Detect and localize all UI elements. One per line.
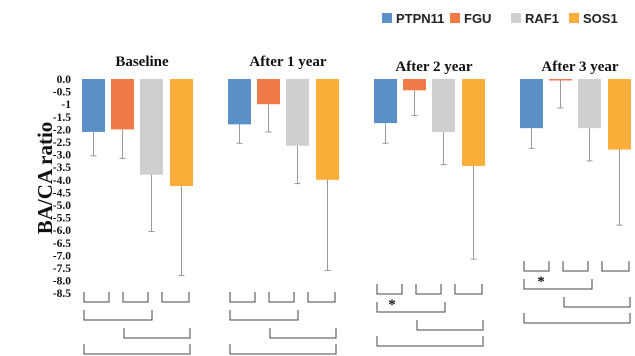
- bar-sos1: [316, 79, 339, 180]
- bracket-pair-2-3: [268, 292, 295, 303]
- bar-fgu: [111, 79, 134, 130]
- bar-raf1: [286, 79, 309, 146]
- legend-label-fgu: FGU: [464, 11, 491, 26]
- comparison-brackets: **: [83, 261, 631, 355]
- y-tick-label: -4.0: [53, 175, 71, 187]
- legend-swatch-sos1: [569, 13, 579, 23]
- legend-label-sos1: SOS1: [583, 11, 618, 26]
- group-title: After 1 year: [249, 54, 327, 70]
- y-tick-label: -6.5: [53, 238, 71, 250]
- bar-sos1: [170, 79, 193, 187]
- significance-star: *: [388, 297, 396, 313]
- y-tick-label: -5.0: [53, 200, 71, 212]
- bar-ptpn11: [374, 79, 397, 124]
- y-tick-label: -1: [61, 99, 71, 111]
- bar-ptpn11: [82, 79, 105, 132]
- bracket-pair-1-2: [523, 261, 550, 272]
- bracket-pair-1-3: [376, 302, 446, 313]
- bracket-pair-2-4: [416, 320, 484, 331]
- bracket-pair-1-3: [523, 279, 593, 290]
- legend-swatch-raf1: [511, 13, 521, 23]
- bracket-pair-2-3: [415, 284, 442, 295]
- bracket-pair-2-4: [123, 328, 191, 339]
- bracket-pair-1-3: [83, 310, 153, 321]
- bracket-pair-1-4: [83, 344, 191, 355]
- bar-fgu: [257, 79, 280, 105]
- y-tick-label: -8.5: [53, 288, 71, 300]
- legend-label-ptpn11: PTPN11: [396, 11, 444, 26]
- bracket-pair-3-4: [601, 261, 630, 272]
- y-axis-ticks: 0.0-0.5-1-1.5-2.0-2.5-3.0-3.5-4.0-4.5-5.…: [53, 74, 71, 300]
- group-title: After 3 year: [541, 59, 619, 75]
- bar-raf1: [578, 79, 601, 129]
- legend: PTPN11 FGU RAF1 SOS1: [382, 11, 618, 26]
- significance-star: *: [537, 274, 545, 290]
- bracket-pair-3-4: [307, 292, 336, 303]
- bracket-pair-1-2: [229, 292, 256, 303]
- legend-swatch-fgu: [450, 13, 460, 23]
- bracket-pair-1-4: [523, 313, 631, 324]
- bracket-pair-2-3: [122, 292, 149, 303]
- bar-ptpn11: [520, 79, 543, 129]
- group-title: After 2 year: [395, 59, 473, 75]
- y-tick-label: -5.5: [53, 213, 71, 225]
- y-tick-label: -7.5: [53, 263, 71, 275]
- bar-sos1: [462, 79, 485, 166]
- bar-raf1: [140, 79, 163, 175]
- y-tick-label: -6.0: [53, 225, 71, 237]
- y-tick-label: 0.0: [57, 74, 72, 86]
- bracket-pair-2-4: [269, 328, 337, 339]
- y-tick-label: -3.0: [53, 150, 71, 162]
- bracket-pair-1-4: [229, 344, 337, 355]
- bracket-pair-1-3: [229, 310, 299, 321]
- legend-label-raf1: RAF1: [525, 11, 559, 26]
- bracket-pair-3-4: [454, 284, 483, 295]
- bar-sos1: [608, 79, 631, 150]
- bar-fgu: [549, 79, 572, 81]
- bar-fgu: [403, 79, 426, 91]
- bracket-pair-1-4: [376, 336, 484, 347]
- bracket-pair-3-4: [161, 292, 190, 303]
- group-title: Baseline: [115, 54, 169, 70]
- y-tick-label: -4.5: [53, 187, 71, 199]
- y-tick-label: -3.5: [53, 162, 71, 174]
- y-axis-label: BA/CA ratio: [33, 122, 57, 235]
- bracket-pair-1-2: [83, 292, 110, 303]
- y-tick-label: -2.5: [53, 137, 71, 149]
- bracket-pair-1-2: [376, 284, 403, 295]
- bracket-pair-2-3: [562, 261, 589, 272]
- bar-groups: Baseline After 1 year After 2 year After 3 …: [82, 54, 631, 277]
- bar-raf1: [432, 79, 455, 132]
- bar-ptpn11: [228, 79, 251, 125]
- y-tick-label: -0.5: [53, 87, 71, 99]
- y-tick-label: -1.5: [53, 112, 71, 124]
- legend-swatch-ptpn11: [382, 13, 392, 23]
- y-tick-label: -7.0: [53, 250, 71, 262]
- y-tick-label: -8.0: [53, 276, 71, 288]
- bracket-pair-2-4: [563, 297, 631, 308]
- y-tick-label: -2.0: [53, 124, 71, 136]
